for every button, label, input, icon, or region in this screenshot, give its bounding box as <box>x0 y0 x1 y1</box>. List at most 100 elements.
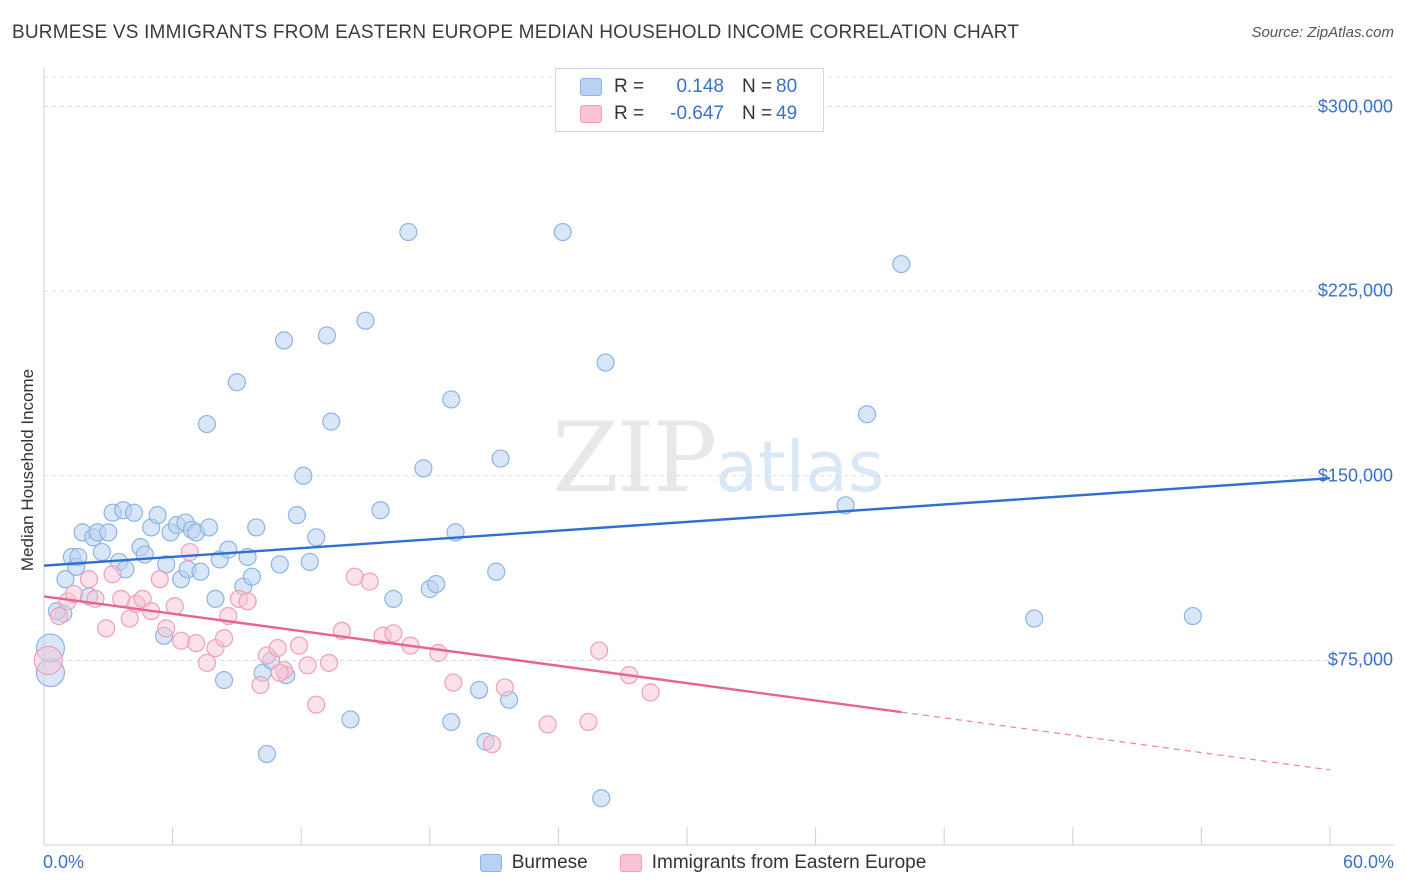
data-point <box>219 540 238 559</box>
data-point <box>429 643 448 663</box>
data-point <box>294 466 313 485</box>
data-point <box>487 562 506 581</box>
legend-n-value: 49 <box>776 103 798 124</box>
y-tick-label: $150,000 <box>1317 465 1393 486</box>
data-point <box>242 567 262 586</box>
legend-item-burmese[interactable]: Burmese <box>479 852 588 874</box>
data-point <box>307 695 326 714</box>
data-point <box>289 636 309 655</box>
zipatlas-watermark: ZIPatlas <box>552 402 885 514</box>
data-point <box>33 645 63 675</box>
data-point <box>360 572 379 591</box>
data-point <box>442 712 461 732</box>
data-point <box>384 624 403 643</box>
data-point <box>257 744 277 764</box>
data-point <box>836 496 855 515</box>
data-point <box>270 663 289 682</box>
data-point <box>322 412 341 431</box>
y-tick-label: $225,000 <box>1317 280 1393 301</box>
x-tick-label-max: 60.0% <box>1342 852 1394 872</box>
data-point <box>187 634 206 653</box>
data-point <box>444 673 463 692</box>
data-point <box>300 552 319 572</box>
data-point <box>157 619 176 638</box>
data-point <box>641 683 660 702</box>
data-point <box>92 542 111 562</box>
legend-row-burmese: R = 0.148 N = 80 <box>580 74 797 100</box>
legend-row-eastern-europe: R = -0.647 N = 49 <box>580 101 797 127</box>
data-point <box>1183 606 1202 626</box>
legend-r-value: -0.647 <box>670 103 724 124</box>
data-point <box>596 353 615 372</box>
legend-n-label: N = <box>742 76 773 97</box>
data-point <box>199 518 219 537</box>
data-point <box>399 222 418 242</box>
x-tick-label-min: 0.0% <box>43 852 85 872</box>
data-point <box>384 589 403 608</box>
data-point <box>495 678 514 697</box>
data-point <box>317 326 337 345</box>
y-tick-label: $75,000 <box>1327 649 1393 670</box>
data-point <box>427 574 446 594</box>
trend-line-eastern-europe-extension <box>901 711 1331 771</box>
data-point <box>251 675 270 695</box>
data-point <box>442 390 461 409</box>
data-point <box>214 670 234 690</box>
data-point <box>206 589 225 608</box>
data-point <box>371 501 390 520</box>
data-point <box>270 555 289 574</box>
series-legend: Burmese Immigrants from Eastern Europe <box>0 852 1406 874</box>
data-point <box>197 414 216 434</box>
data-point <box>892 254 911 274</box>
legend-swatch-blue <box>580 78 602 96</box>
legend-swatch-pink <box>580 105 602 123</box>
data-point <box>49 606 69 626</box>
legend-r-value: 0.148 <box>676 76 724 97</box>
chart-title: BURMESE VS IMMIGRANTS FROM EASTERN EUROP… <box>12 22 1020 43</box>
data-point <box>482 734 502 754</box>
data-point <box>124 503 144 522</box>
y-tick-label: $300,000 <box>1317 96 1393 117</box>
data-point <box>214 629 234 648</box>
data-point <box>356 311 375 330</box>
legend-label-eastern-europe: Immigrants from Eastern Europe <box>651 852 927 873</box>
data-point <box>287 506 307 525</box>
data-point <box>579 712 598 732</box>
data-point <box>553 222 572 242</box>
data-point <box>238 592 257 611</box>
data-point <box>298 656 317 675</box>
source-label: Source: ZipAtlas.com <box>1251 24 1394 41</box>
data-point <box>341 710 360 729</box>
data-point <box>97 619 116 638</box>
data-point <box>180 542 199 562</box>
data-point <box>56 570 75 589</box>
data-point <box>64 584 84 604</box>
data-point <box>590 641 609 660</box>
data-point <box>414 459 433 478</box>
trend-line-burmese <box>43 477 1331 567</box>
data-point <box>172 631 191 650</box>
data-point <box>69 547 88 567</box>
data-point <box>103 565 122 584</box>
legend-swatch-pink <box>619 854 642 872</box>
data-point <box>197 653 216 672</box>
data-point <box>79 570 99 589</box>
legend-swatch-blue <box>479 854 502 872</box>
legend-n-value: 80 <box>776 76 798 97</box>
data-point <box>268 638 287 658</box>
data-point <box>592 789 611 808</box>
data-point <box>191 562 210 581</box>
data-point <box>1025 609 1044 628</box>
trend-line-eastern-europe <box>43 595 902 714</box>
legend-item-eastern-europe[interactable]: Immigrants from Eastern Europe <box>619 852 927 874</box>
data-point <box>307 528 326 547</box>
data-point <box>227 373 246 392</box>
data-point <box>857 405 877 424</box>
data-point <box>247 518 266 537</box>
legend-n-label: N = <box>742 103 773 124</box>
legend-r-label: R = <box>614 76 645 97</box>
data-point <box>135 545 154 564</box>
data-point <box>345 567 364 586</box>
data-point <box>133 589 152 608</box>
